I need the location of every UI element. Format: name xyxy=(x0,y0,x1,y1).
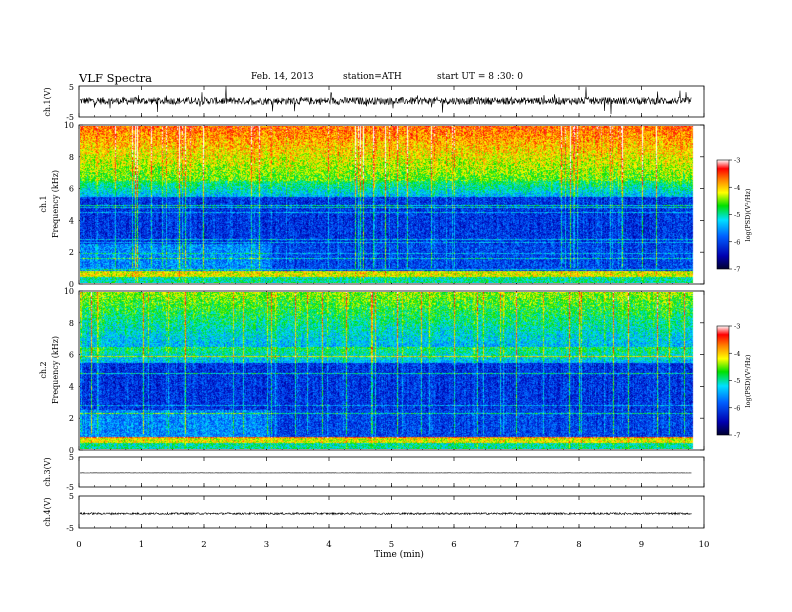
x-tick-label: 2 xyxy=(201,540,206,550)
freq-tick-label: 2 xyxy=(69,414,74,423)
freq-tick-label: 4 xyxy=(69,216,74,225)
colorbar-tick-label: -5 xyxy=(734,211,740,219)
ch4-ytick-top: 5 xyxy=(69,492,74,501)
ch1-waveform-panel: 5 -5 ch.1(V) xyxy=(43,83,705,122)
ch3-waveform-panel: 5 -5 ch.3(V) xyxy=(43,453,705,492)
colorbar-tick-label: -6 xyxy=(734,404,740,412)
ch1-ytick-top: 5 xyxy=(69,83,74,92)
freq-tick-label: 0 xyxy=(69,280,74,289)
freq-tick-label: 0 xyxy=(69,446,74,455)
x-tick-label: 5 xyxy=(389,540,394,550)
colorbar-tick-label: -3 xyxy=(734,157,740,165)
ch4-ytick-bottom: -5 xyxy=(66,524,74,533)
ch2-frequency-label: Frequency (kHz) xyxy=(51,336,60,404)
ch4-waveform-frame xyxy=(78,495,705,529)
ch1-spectrogram-image xyxy=(80,126,694,283)
x-tick-label: 1 xyxy=(139,540,144,550)
ch1-waveform-trace xyxy=(79,86,692,115)
ch3-ytick-top: 5 xyxy=(69,453,74,462)
colorbar-tick-label: -3 xyxy=(734,323,740,331)
ch1-waveform-ylabel: ch.1(V) xyxy=(43,87,52,116)
header-start-time: start UT = 8 :30: 0 xyxy=(437,72,523,82)
colorbar-tick-label: -5 xyxy=(734,377,740,385)
ch2-colorbar-gradient xyxy=(716,325,730,436)
freq-tick-label: 8 xyxy=(69,153,74,162)
ch3-waveform-ylabel: ch.3(V) xyxy=(43,457,52,486)
ch1-ytick-bottom: -5 xyxy=(66,113,74,122)
header-date: Feb. 14, 2013 xyxy=(251,72,314,82)
ch4-waveform-panel: 5 -5 ch.4(V) xyxy=(43,492,705,533)
freq-tick-label: 8 xyxy=(69,319,74,328)
freq-tick-label: 4 xyxy=(69,382,74,391)
ch4-waveform-ylabel: ch.4(V) xyxy=(43,497,52,526)
ch3-waveform-frame xyxy=(78,456,705,488)
ch4-waveform-trace xyxy=(79,511,692,516)
x-tick-label: 6 xyxy=(451,540,456,550)
ch2-spectrogram-image xyxy=(80,292,694,449)
freq-tick-label: 10 xyxy=(64,121,74,130)
colorbar-tick-label: -4 xyxy=(734,350,740,358)
colorbar-tick-label: -7 xyxy=(734,266,740,274)
x-tick-label: 7 xyxy=(514,540,519,550)
x-tick-label: 8 xyxy=(576,540,581,550)
freq-tick-label: 6 xyxy=(69,185,74,194)
ch2-colorbar-label: log(PSD)(V²/Hz) xyxy=(744,354,752,407)
ch1-channel-label: ch.1 xyxy=(39,195,48,212)
x-tick-label: 10 xyxy=(699,540,710,550)
ch3-ytick-bottom: -5 xyxy=(66,483,74,492)
freq-tick-label: 6 xyxy=(69,351,74,360)
ch1-colorbar-label: log(PSD)(V²/Hz) xyxy=(744,188,752,241)
ch2-channel-label: ch.2 xyxy=(39,361,48,378)
x-tick-label: 3 xyxy=(264,540,269,550)
freq-tick-label: 10 xyxy=(64,287,74,296)
colorbar-tick-label: -7 xyxy=(734,432,740,440)
ch1-frequency-label: Frequency (kHz) xyxy=(51,170,60,238)
header-station: station=ATH xyxy=(343,72,402,82)
ch2-colorbar: -3 -4 -5 -6 -7 log(PSD)(V²/Hz) xyxy=(716,323,752,440)
freq-tick-label: 2 xyxy=(69,248,74,257)
chart-title: VLF Spectra xyxy=(79,71,153,85)
ch1-colorbar-gradient xyxy=(716,159,730,270)
x-tick-label: 0 xyxy=(76,540,81,550)
ch1-colorbar: -3 -4 -5 -6 -7 log(PSD)(V²/Hz) xyxy=(716,157,752,274)
x-tick-label: 9 xyxy=(639,540,644,550)
colorbar-tick-label: -6 xyxy=(734,238,740,246)
colorbar-tick-label: -4 xyxy=(734,184,740,192)
x-tick-label: 4 xyxy=(326,540,331,550)
x-axis-label: Time (min) xyxy=(374,549,424,560)
